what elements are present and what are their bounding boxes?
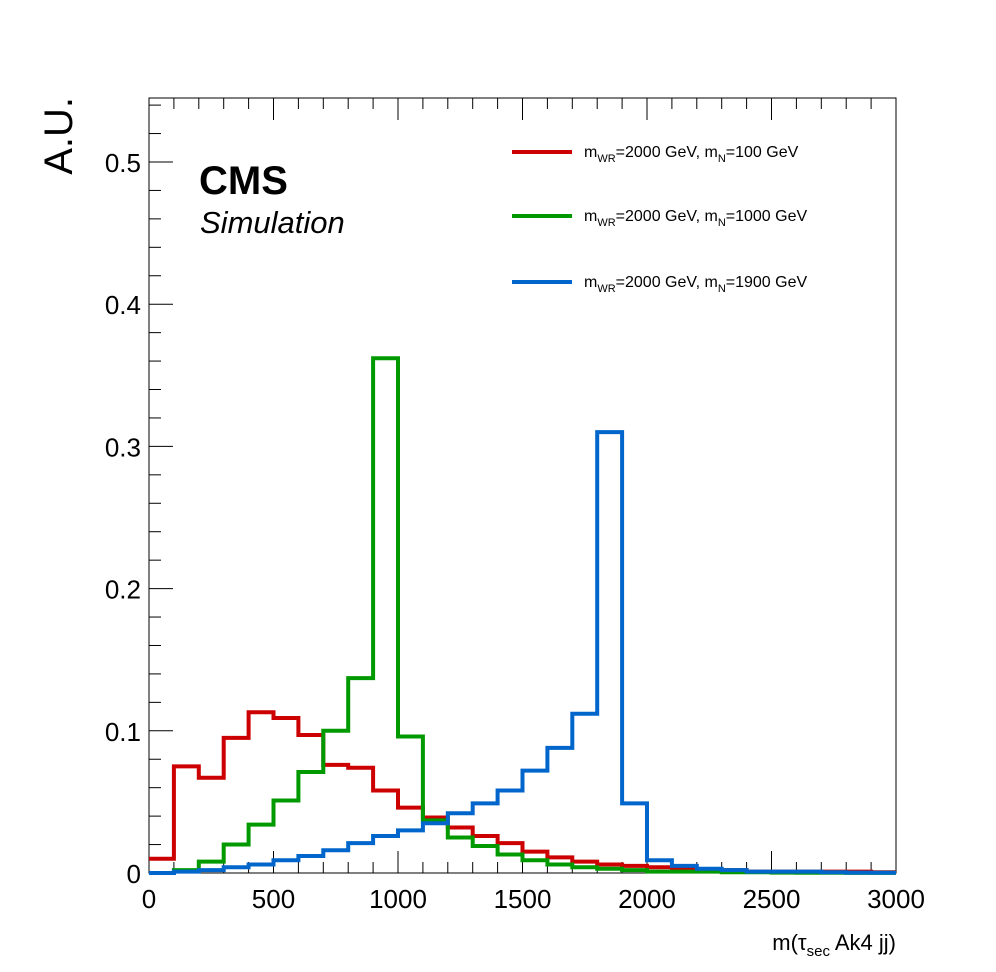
tick-labels: 0 500 1000 1500 2000 2500 3000 0 0.1 0.2 0.3 0.4 0.5 bbox=[105, 148, 925, 914]
x-tick-label: 3000 bbox=[867, 884, 925, 914]
x-tick-label: 0 bbox=[142, 884, 156, 914]
x-tick-label: 1500 bbox=[494, 884, 552, 914]
series-line-3 bbox=[149, 430, 896, 875]
legend: mWR=2000 GeV, mN=100 GeV mWR=2000 GeV, mN… bbox=[512, 144, 807, 295]
y-tick-label: 0.5 bbox=[105, 148, 141, 178]
x-axis-label-sub: sec bbox=[807, 943, 831, 960]
y-tick-label: 0 bbox=[127, 859, 141, 889]
x-tick-label: 2500 bbox=[743, 884, 801, 914]
experiment-label: CMS bbox=[199, 159, 288, 203]
legend-label-1: mWR=2000 GeV, mN=100 GeV bbox=[584, 144, 799, 165]
x-axis-label: m(τsec Ak4 jj) bbox=[772, 930, 896, 960]
series-line-2 bbox=[149, 356, 896, 875]
x-tick-label: 1000 bbox=[369, 884, 427, 914]
x-tick-label: 2000 bbox=[618, 884, 676, 914]
series-layer bbox=[149, 356, 896, 875]
x-axis-label-symbol: τ bbox=[798, 930, 807, 955]
status-label: Simulation bbox=[200, 205, 345, 240]
y-tick-label: 0.1 bbox=[105, 717, 141, 747]
x-axis-label-pre: m( bbox=[772, 930, 798, 955]
y-axis-label: A.U. bbox=[37, 97, 81, 175]
y-tick-label: 0.2 bbox=[105, 575, 141, 605]
legend-label-3: mWR=2000 GeV, mN=1900 GeV bbox=[584, 274, 807, 295]
x-tick-label: 500 bbox=[252, 884, 295, 914]
legend-label-2: mWR=2000 GeV, mN=1000 GeV bbox=[584, 208, 807, 229]
y-tick-label: 0.4 bbox=[105, 290, 141, 320]
x-axis-label-post: Ak4 jj) bbox=[830, 930, 896, 955]
y-tick-label: 0.3 bbox=[105, 432, 141, 462]
